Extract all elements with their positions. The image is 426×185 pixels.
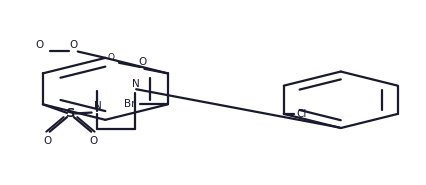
Text: N: N [93,101,101,111]
Text: O: O [69,40,78,50]
Text: N: N [132,79,139,89]
Text: O: O [35,40,44,50]
Text: O: O [107,53,115,62]
Text: O: O [138,57,146,67]
Text: S: S [66,107,75,120]
Text: O: O [43,136,51,146]
Text: O: O [89,136,98,146]
Text: Cl: Cl [296,109,306,119]
Text: Br: Br [124,99,135,109]
